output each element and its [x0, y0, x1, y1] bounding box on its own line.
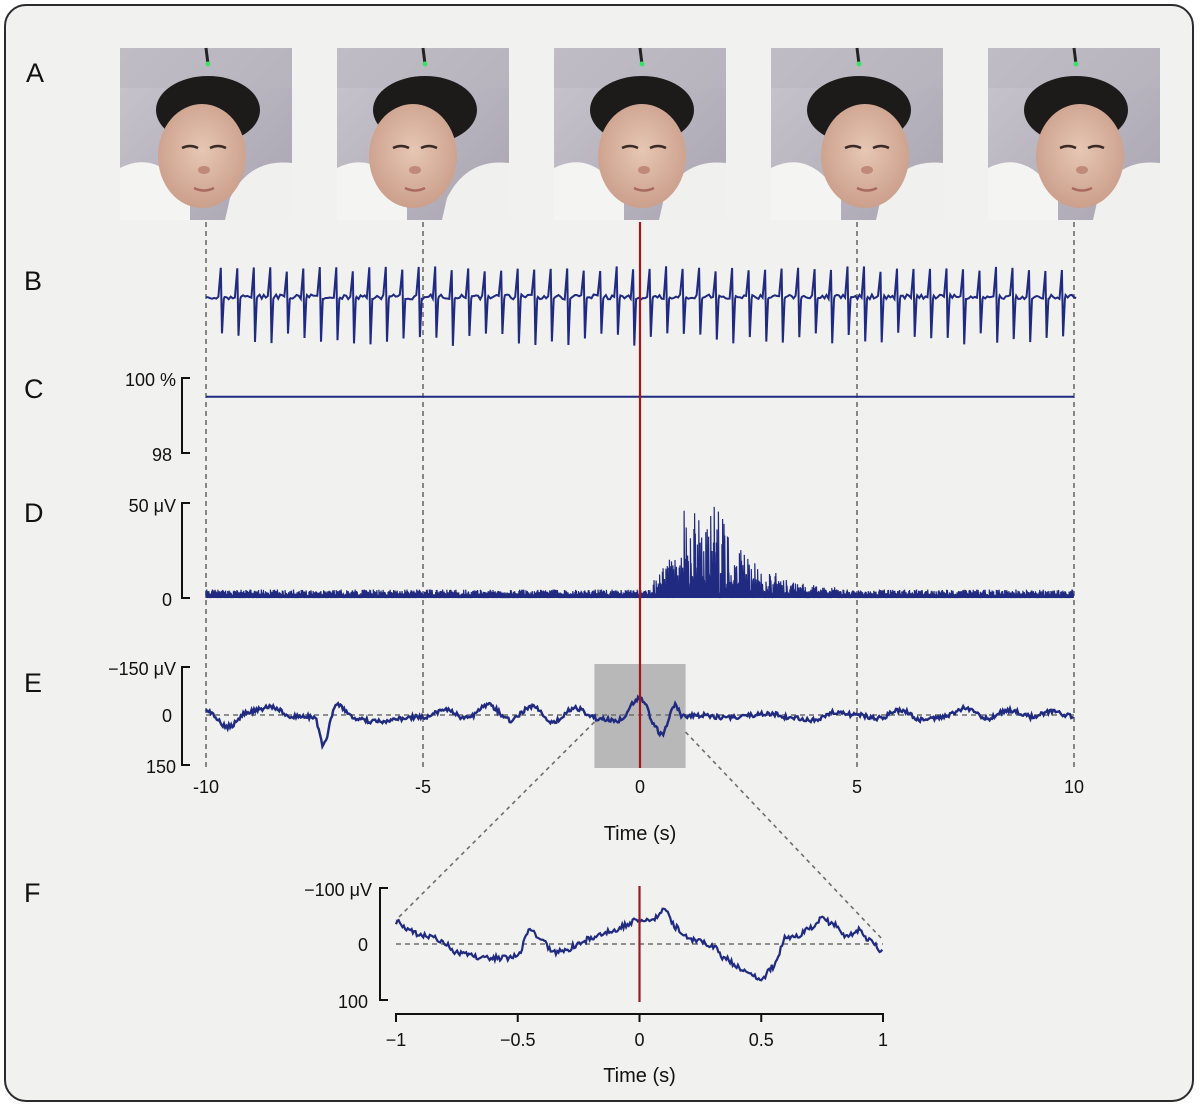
e-tick-minus150: −150 μV	[108, 659, 176, 679]
panel-f-zoom: −100 μV 0 100 −1 −0.5 0 0.5 1 Time (s)	[304, 721, 888, 1087]
f-y-axis	[379, 887, 388, 1001]
eye-right	[649, 144, 667, 150]
panel-c-saturation: 100 % 98	[125, 370, 1074, 465]
f-x-tick: 0	[634, 1030, 644, 1050]
e-y-axis	[181, 666, 190, 766]
panel-label-b: B	[24, 266, 42, 296]
panel-b-ecg	[205, 266, 1077, 346]
panel-label-e: E	[24, 668, 42, 698]
f-x-tick: 0.5	[749, 1030, 774, 1050]
infant-photo-t0	[554, 47, 726, 220]
sensor-wire	[421, 47, 427, 65]
c-tick-100: 100 %	[125, 370, 176, 390]
photo-strip	[120, 47, 1160, 220]
infant-photo-t10	[988, 47, 1160, 220]
sensor-wire	[638, 47, 644, 65]
infant-photo-t5	[771, 47, 943, 220]
f-x-tick: −1	[386, 1030, 407, 1050]
face	[1036, 104, 1124, 208]
eye-right	[1087, 144, 1105, 150]
blanket-right	[1093, 162, 1160, 220]
f-tick-minus100: −100 μV	[304, 880, 372, 900]
d-tick-50: 50 μV	[129, 496, 176, 516]
e-x-tick: -10	[193, 777, 219, 797]
zoom-connector-right	[684, 731, 884, 941]
blanket-right	[876, 162, 943, 220]
face	[369, 104, 457, 208]
zoom-connector-left	[395, 721, 595, 921]
nose	[198, 166, 210, 174]
eye-right	[872, 144, 890, 150]
panel-label-a: A	[26, 58, 44, 88]
blanket-right	[225, 162, 292, 220]
sensor-light	[856, 61, 862, 67]
sensor-light	[205, 61, 211, 67]
panel-label-d: D	[24, 498, 44, 528]
panel-d-emg: 50 μV 0	[129, 496, 1074, 610]
mouth	[633, 186, 655, 192]
nose	[638, 166, 650, 174]
f-x-tick: −0.5	[500, 1030, 536, 1050]
f-x-axis-title: Time (s)	[603, 1065, 676, 1087]
face	[158, 104, 246, 208]
sensor-light	[1073, 61, 1079, 67]
blanket-right	[659, 162, 726, 220]
eye-left	[1059, 144, 1077, 150]
eye-left	[621, 144, 639, 150]
e-x-axis-title: Time (s)	[604, 823, 677, 845]
f-x-tick: 1	[878, 1030, 888, 1050]
nose	[861, 166, 873, 174]
panel-e-eeg: −150 μV 0 150 -10 -5 0 5 10 Time (s)	[108, 659, 1084, 845]
sensor-wire	[1072, 47, 1078, 65]
e-tick-150: 150	[146, 757, 176, 777]
d-tick-0: 0	[162, 590, 172, 610]
sensor-light	[639, 61, 645, 67]
eye-right	[420, 144, 438, 150]
e-x-tick: 10	[1064, 777, 1084, 797]
panel-label-c: C	[24, 374, 44, 404]
eye-left	[844, 144, 862, 150]
infant-photo-t-10	[120, 47, 292, 220]
f-tick-0: 0	[358, 935, 368, 955]
blanket-right	[442, 162, 509, 220]
mouth	[856, 186, 878, 192]
face	[598, 104, 686, 208]
sensor-light	[422, 61, 428, 67]
e-x-tick: -5	[415, 777, 431, 797]
sensor-wire	[855, 47, 861, 65]
mouth	[404, 186, 426, 192]
face	[821, 104, 909, 208]
c-tick-98: 98	[152, 445, 172, 465]
f-tick-100: 100	[338, 992, 368, 1012]
time-guide-lines	[205, 222, 1075, 768]
e-x-tick: 5	[852, 777, 862, 797]
c-y-axis	[181, 377, 190, 454]
sensor-wire	[204, 47, 210, 65]
d-y-axis	[181, 502, 190, 599]
panel-label-f: F	[24, 878, 41, 908]
eye-left	[392, 144, 410, 150]
ecg-trace	[205, 266, 1077, 346]
mouth	[1071, 186, 1093, 192]
nose	[409, 166, 421, 174]
e-tick-0: 0	[162, 706, 172, 726]
e-x-tick: 0	[635, 777, 645, 797]
mouth	[193, 186, 215, 192]
nose	[1076, 166, 1088, 174]
blanket-left	[771, 162, 841, 220]
eye-left	[181, 144, 199, 150]
infant-photo-t-5	[337, 47, 509, 220]
eye-right	[209, 144, 227, 150]
